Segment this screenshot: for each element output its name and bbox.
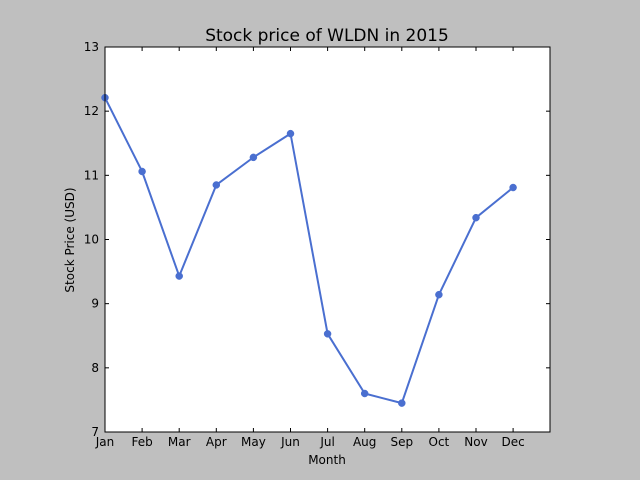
data-point [398, 399, 406, 407]
x-tick-labels: Jan Feb Mar Apr May Jun Jul Aug Sep Oct Nov Dec [95, 435, 525, 449]
x-tick-label: Jul [319, 435, 334, 449]
data-point [249, 153, 258, 162]
y-tick-label: 8 [91, 361, 99, 375]
x-tick-label: Nov [464, 435, 487, 449]
data-point [212, 181, 221, 189]
x-tick-label: Aug [353, 435, 376, 449]
data-point [138, 167, 146, 176]
x-tick-label: Feb [131, 435, 152, 449]
data-point [472, 213, 480, 222]
y-tick-label: 10 [84, 233, 99, 247]
plot-area [105, 47, 550, 432]
y-tick-label: 7 [91, 425, 99, 439]
series-layer [101, 93, 517, 407]
x-tick-label: Dec [501, 435, 524, 449]
plot-frame [104, 46, 551, 433]
x-tick-label: Jun [280, 435, 300, 449]
data-point [323, 330, 332, 338]
x-tick-label: Sep [390, 435, 413, 449]
series-line [104, 97, 514, 405]
x-tick-label: Jan [95, 435, 115, 449]
data-point [509, 183, 517, 192]
x-tick-label: Apr [206, 435, 227, 449]
data-point [175, 272, 183, 280]
x-tick-label: Mar [168, 435, 191, 449]
chart-title: Stock price of WLDN in 2015 [205, 26, 449, 46]
y-tick-labels: 7 8 9 10 11 12 13 [84, 40, 99, 439]
y-tick-label: 11 [84, 168, 99, 182]
y-axis-label: Stock Price (USD) [63, 187, 77, 292]
data-point [435, 290, 443, 299]
y-tick-label: 12 [84, 104, 99, 118]
y-tick-label: 13 [84, 40, 99, 54]
y-tick-label: 9 [91, 297, 99, 311]
data-point [286, 129, 295, 138]
x-tick-label: May [241, 435, 266, 449]
x-tick-label: Oct [429, 435, 450, 449]
data-point [360, 389, 369, 398]
x-axis-label: Month [308, 453, 346, 467]
